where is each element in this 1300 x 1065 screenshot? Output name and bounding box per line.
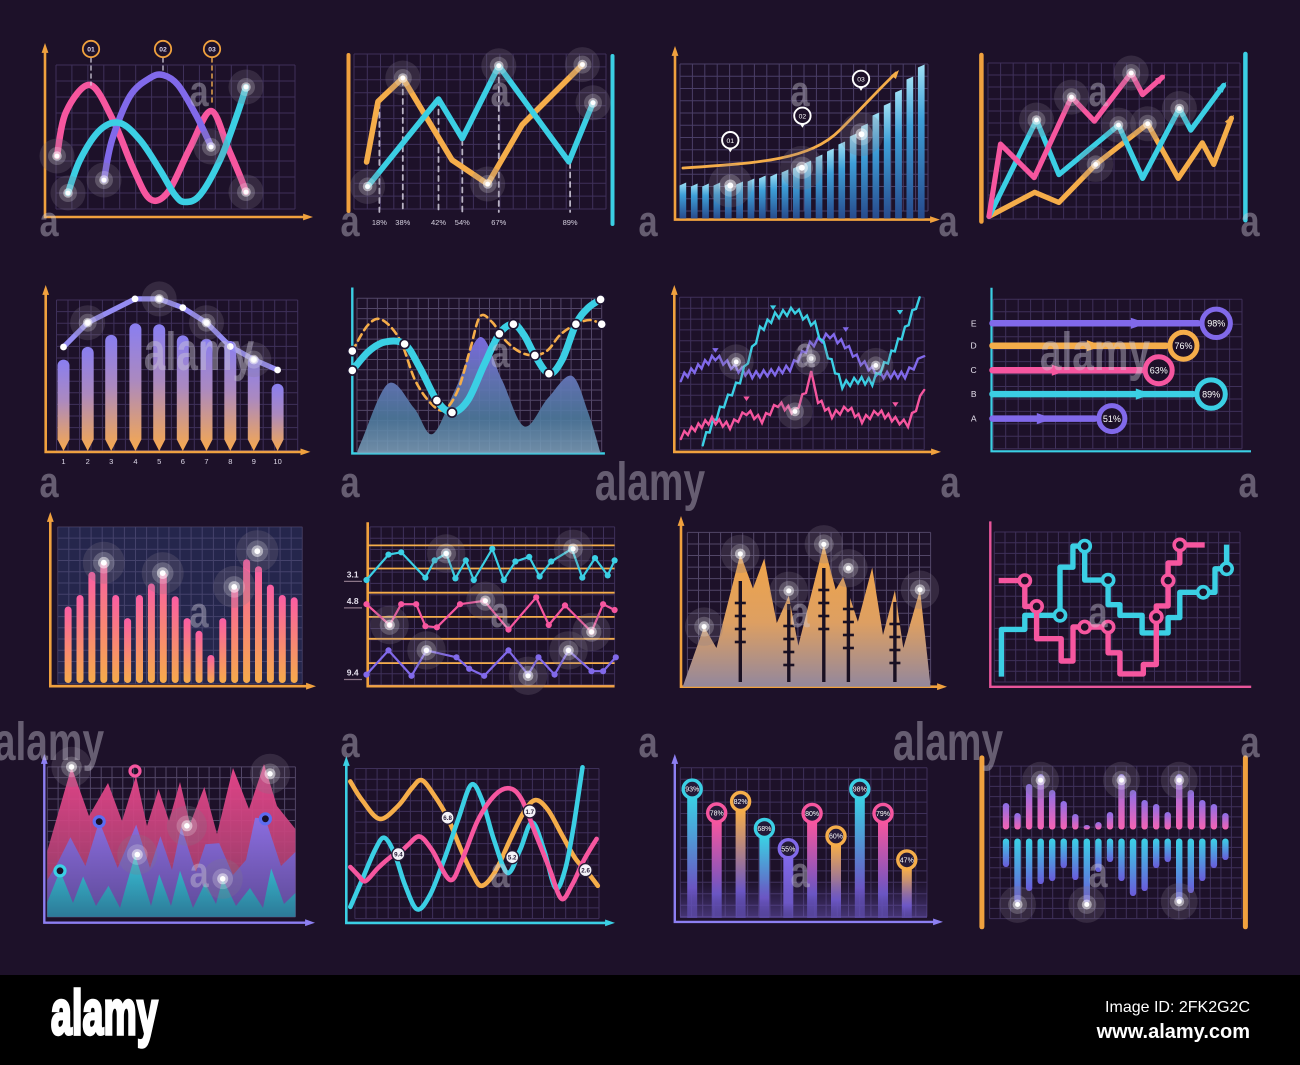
svg-text:10: 10: [273, 457, 281, 466]
svg-text:alamy: alamy: [144, 321, 254, 382]
svg-text:a: a: [790, 588, 810, 637]
svg-text:54%: 54%: [455, 218, 470, 227]
svg-text:5.2: 5.2: [508, 855, 517, 862]
svg-text:alamy: alamy: [595, 451, 705, 512]
svg-text:a: a: [39, 458, 59, 507]
svg-text:9.4: 9.4: [347, 668, 359, 678]
svg-text:2: 2: [86, 457, 90, 466]
svg-text:78%: 78%: [710, 811, 724, 818]
svg-text:68%: 68%: [757, 826, 771, 833]
svg-text:82%: 82%: [734, 799, 748, 806]
svg-text:D: D: [970, 341, 976, 351]
svg-text:a: a: [638, 718, 658, 767]
svg-text:60%: 60%: [829, 834, 843, 841]
svg-text:2.6: 2.6: [581, 868, 590, 875]
svg-text:5: 5: [157, 457, 161, 466]
svg-text:18%: 18%: [372, 218, 387, 227]
svg-text:B: B: [971, 389, 977, 399]
svg-text:a: a: [638, 197, 658, 246]
svg-text:4: 4: [133, 457, 137, 466]
svg-text:1.7: 1.7: [525, 809, 534, 816]
svg-text:4.8: 4.8: [347, 596, 359, 606]
svg-text:89%: 89%: [1202, 389, 1220, 399]
svg-text:7: 7: [204, 457, 208, 466]
svg-text:a: a: [490, 588, 510, 637]
svg-text:www.alamy.com: www.alamy.com: [1096, 1021, 1250, 1043]
svg-text:a: a: [490, 328, 510, 377]
svg-text:98%: 98%: [1207, 319, 1225, 329]
svg-text:alamy: alamy: [893, 711, 1003, 772]
svg-text:a: a: [1088, 848, 1108, 897]
svg-text:a: a: [189, 848, 209, 897]
svg-text:3: 3: [109, 457, 113, 466]
svg-text:a: a: [1240, 718, 1260, 767]
svg-text:38%: 38%: [395, 218, 410, 227]
svg-text:03: 03: [208, 47, 216, 54]
svg-text:76%: 76%: [1174, 341, 1192, 351]
svg-text:02: 02: [799, 113, 807, 120]
svg-text:C: C: [970, 365, 976, 375]
svg-text:alamy: alamy: [51, 978, 158, 1047]
svg-text:47%: 47%: [900, 858, 914, 865]
svg-text:6.8: 6.8: [443, 815, 452, 822]
svg-text:9: 9: [252, 457, 256, 466]
svg-text:alamy: alamy: [0, 711, 104, 772]
svg-text:E: E: [971, 318, 977, 328]
svg-text:a: a: [189, 588, 209, 637]
svg-text:alamy: alamy: [1040, 321, 1150, 382]
svg-text:a: a: [1240, 197, 1260, 246]
svg-text:a: a: [1088, 67, 1108, 116]
svg-text:a: a: [490, 67, 510, 116]
svg-text:51%: 51%: [1103, 414, 1121, 424]
svg-text:Image ID: 2FK2G2C: Image ID: 2FK2G2C: [1105, 999, 1250, 1016]
svg-text:8: 8: [228, 457, 232, 466]
svg-text:6: 6: [181, 457, 185, 466]
svg-text:a: a: [340, 718, 360, 767]
svg-text:a: a: [340, 458, 360, 507]
svg-text:98%: 98%: [853, 787, 867, 794]
svg-text:3.1: 3.1: [347, 569, 359, 579]
svg-text:01: 01: [727, 138, 735, 145]
svg-text:a: a: [790, 67, 810, 116]
svg-text:1: 1: [61, 457, 65, 466]
svg-text:a: a: [490, 848, 510, 897]
svg-text:80%: 80%: [805, 811, 819, 818]
svg-text:a: a: [189, 67, 209, 116]
svg-text:a: a: [940, 458, 960, 507]
svg-text:42%: 42%: [431, 218, 446, 227]
svg-text:a: a: [795, 328, 815, 377]
svg-text:02: 02: [159, 47, 167, 54]
svg-text:63%: 63%: [1150, 365, 1168, 375]
svg-text:9.4: 9.4: [394, 852, 403, 859]
svg-text:a: a: [790, 848, 810, 897]
svg-text:89%: 89%: [563, 218, 578, 227]
svg-text:01: 01: [87, 47, 95, 54]
svg-text:a: a: [1238, 458, 1258, 507]
svg-text:03: 03: [857, 77, 865, 84]
svg-text:79%: 79%: [876, 811, 890, 818]
svg-text:a: a: [39, 197, 59, 246]
svg-text:55%: 55%: [781, 846, 795, 853]
svg-text:67%: 67%: [491, 218, 506, 227]
svg-text:A: A: [971, 414, 977, 424]
svg-text:a: a: [340, 197, 360, 246]
svg-text:93%: 93%: [685, 787, 699, 794]
svg-text:a: a: [1088, 588, 1108, 637]
svg-text:a: a: [938, 197, 958, 246]
